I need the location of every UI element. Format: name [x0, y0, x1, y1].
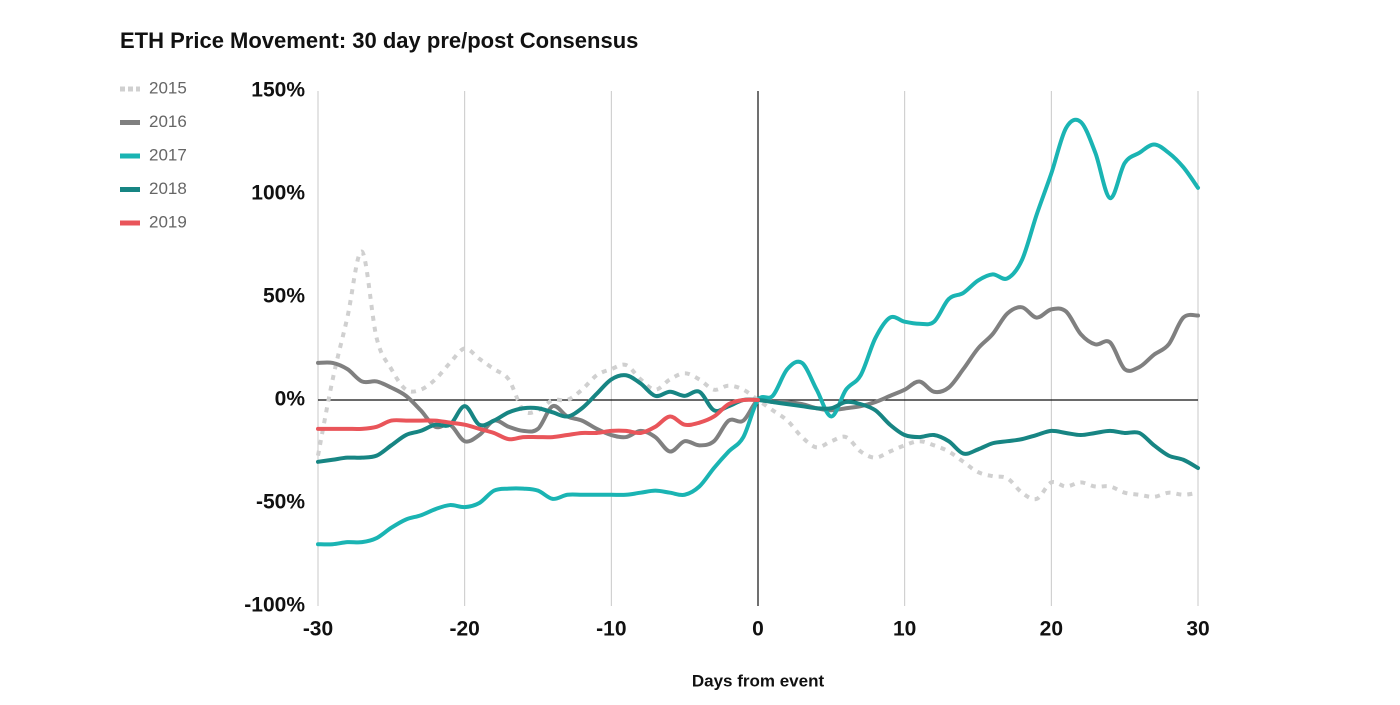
legend-label: 2015	[149, 78, 187, 97]
legend-label: 2016	[149, 112, 187, 131]
y-tick-label: 100%	[251, 182, 305, 205]
y-tick-label: 50%	[263, 285, 305, 308]
x-axis-title: Days from event	[692, 671, 825, 690]
x-tick-label: 30	[1186, 618, 1209, 641]
x-tick-label: 10	[893, 618, 916, 641]
x-tick-label: -10	[596, 618, 626, 641]
legend-label: 2017	[149, 145, 187, 164]
line-series	[316, 397, 760, 442]
y-tick-label: -50%	[256, 491, 305, 514]
y-tick-label: -100%	[244, 594, 305, 617]
y-tick-label: 150%	[251, 79, 305, 102]
chart-title: ETH Price Movement: 30 day pre/post Cons…	[120, 28, 638, 53]
legend-label: 2018	[149, 179, 187, 198]
x-tick-label: 20	[1040, 618, 1063, 641]
x-tick-label: -20	[449, 618, 479, 641]
x-tick-label: -30	[303, 618, 333, 641]
legend-label: 2019	[149, 212, 187, 231]
x-tick-label: 0	[752, 618, 764, 641]
y-tick-label: 0%	[275, 388, 306, 411]
